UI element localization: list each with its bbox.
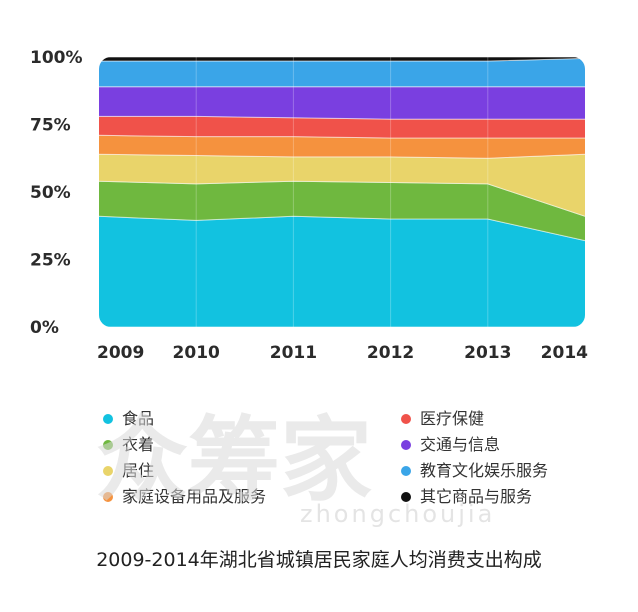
legend-label: 衣着 [122, 435, 154, 454]
legend-label: 交通与信息 [420, 435, 500, 454]
legend-marker [401, 492, 411, 502]
legend-label: 医疗保健 [420, 409, 484, 428]
legend-label: 居住 [122, 461, 154, 480]
legend-marker [103, 492, 113, 502]
y-tick-label: 100% [30, 48, 83, 68]
x-tick-label: 2009 [97, 343, 144, 363]
x-tick-label: 2013 [464, 343, 511, 363]
area-series-5 [99, 86, 585, 120]
x-tick-label: 2012 [367, 343, 414, 363]
y-tick-label: 25% [30, 251, 71, 271]
legend-marker [103, 414, 113, 424]
legend-marker [103, 466, 113, 476]
x-axis: 2009 2010 2011 2012 2013 2014 [97, 343, 588, 363]
area-series-6 [99, 57, 585, 88]
y-tick-label: 0% [30, 318, 59, 338]
watermark-text: 众筹家 [96, 407, 372, 514]
x-tick-label: 2011 [270, 343, 317, 363]
x-tick-label: 2014 [541, 343, 588, 363]
area-series-7 [99, 57, 585, 62]
stacked-area-layer [99, 57, 585, 327]
legend-marker [401, 414, 411, 424]
x-tick-label: 2010 [173, 343, 220, 363]
legend-label: 其它商品与服务 [420, 487, 532, 506]
area-series-3 [99, 134, 585, 159]
legend-label: 食品 [122, 409, 154, 428]
watermark-subtext: zhongchoujia [300, 500, 495, 528]
y-tick-label: 75% [30, 116, 71, 136]
area-series-0 [99, 215, 585, 327]
legend-marker [401, 440, 411, 450]
y-tick-label: 50% [30, 183, 71, 203]
area-series-4 [99, 115, 585, 139]
legend-label: 教育文化娱乐服务 [420, 461, 548, 480]
y-axis: 0% 25% 50% 75% 100% [30, 48, 83, 338]
legend-label: 家庭设备用品及服务 [122, 487, 266, 506]
legend-marker [401, 466, 411, 476]
legend-marker [103, 440, 113, 450]
chart-title: 2009-2014年湖北省城镇居民家庭人均消费支出构成 [96, 549, 542, 571]
